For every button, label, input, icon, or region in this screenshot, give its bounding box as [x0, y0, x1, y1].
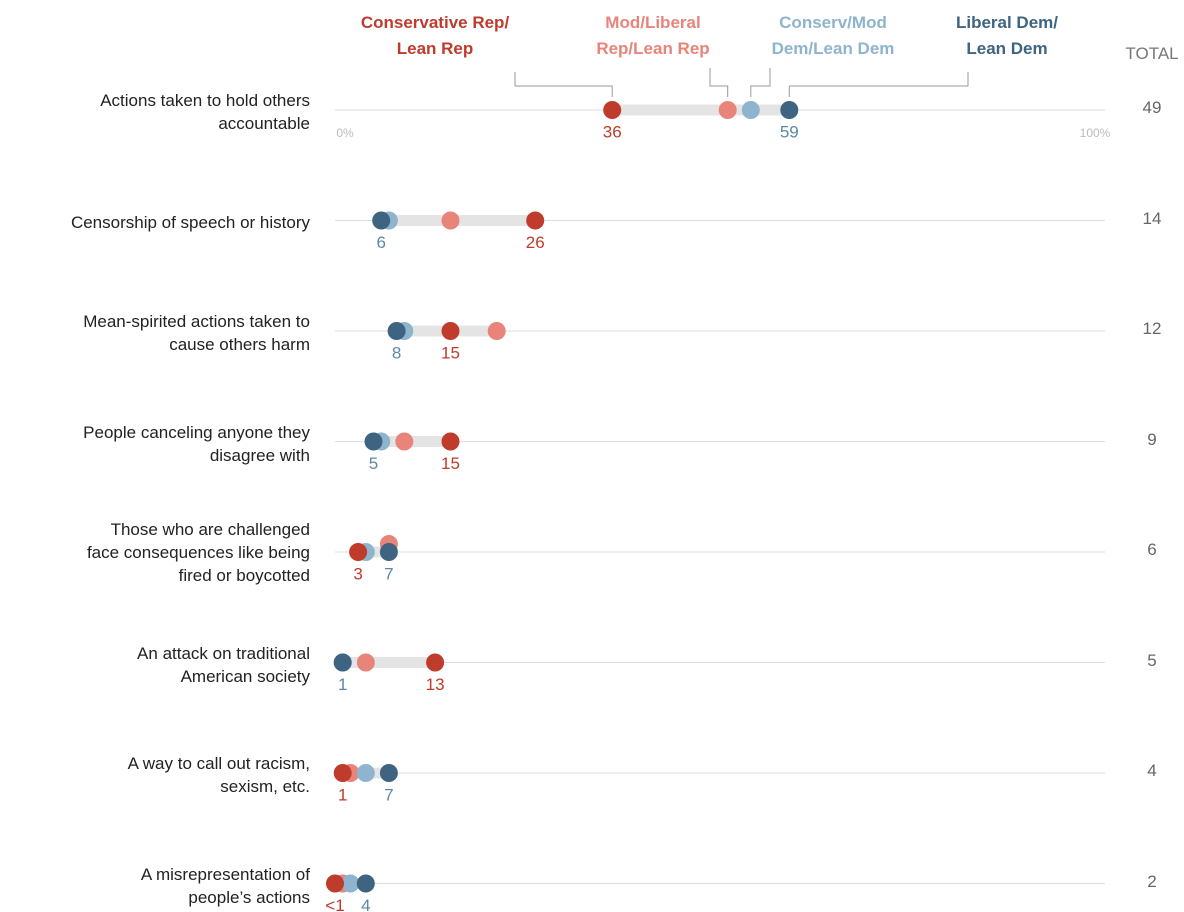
dot — [326, 874, 344, 893]
x-tick-label: 100% — [1080, 126, 1111, 140]
leader-line — [709, 68, 729, 97]
dot — [441, 211, 460, 230]
dot — [426, 653, 445, 672]
total-value: 49 — [1142, 98, 1162, 117]
value-label: 1 — [338, 785, 347, 804]
dot — [356, 874, 375, 893]
value-label: 59 — [780, 122, 799, 141]
total-value: 14 — [1142, 208, 1162, 228]
dot — [395, 432, 414, 451]
dot — [379, 543, 398, 561]
dot — [356, 764, 375, 782]
total-value: 6 — [1147, 540, 1157, 559]
value-label: 8 — [392, 343, 401, 362]
value-label: 15 — [441, 343, 460, 362]
total-header: TOTAL — [1125, 44, 1179, 63]
value-label: 7 — [384, 785, 393, 804]
category-label: Censorship of speech or history — [70, 213, 310, 232]
value-label: 13 — [426, 675, 445, 694]
dot — [341, 874, 360, 893]
dot — [349, 543, 368, 561]
dot — [372, 211, 391, 230]
dot — [741, 101, 760, 119]
value-label: 36 — [603, 122, 622, 141]
total-value: 12 — [1142, 319, 1162, 338]
category-label: Actions taken to hold others accountable — [100, 91, 310, 133]
legend-entry: Liberal Dem/ Lean Dem — [955, 13, 1059, 58]
value-label: 26 — [526, 233, 545, 252]
leader-line — [514, 72, 613, 97]
value-label: 5 — [369, 454, 378, 473]
leader-line — [750, 68, 771, 97]
dot — [379, 764, 398, 782]
dot — [487, 322, 506, 340]
dot — [333, 764, 352, 782]
dot — [780, 101, 799, 119]
dot — [603, 101, 622, 119]
value-label: <1 — [325, 896, 344, 912]
x-tick-label: 0% — [336, 126, 354, 140]
category-label: Those who are challenged face consequenc… — [86, 519, 310, 585]
dot — [441, 432, 460, 451]
value-label: 15 — [441, 454, 460, 473]
total-value: 2 — [1147, 871, 1157, 891]
leader-line — [788, 72, 969, 97]
legend-entry: Mod/Liberal Rep/Lean Rep — [596, 13, 710, 58]
value-label: 7 — [384, 564, 393, 583]
dot — [333, 653, 352, 672]
legend-entry: Conservative Rep/ Lean Rep — [360, 13, 510, 58]
dot — [718, 101, 737, 119]
category-label: People canceling anyone they disagree wi… — [83, 422, 310, 465]
total-value: 4 — [1147, 761, 1157, 780]
category-label: Mean-spirited actions taken to cause oth… — [83, 312, 310, 354]
value-label: 6 — [376, 233, 385, 252]
category-label: An attack on traditional American societ… — [137, 643, 310, 686]
value-label: 1 — [338, 675, 347, 694]
value-label: 4 — [361, 896, 370, 912]
total-value: 9 — [1147, 429, 1157, 449]
dot — [526, 211, 545, 230]
dot — [364, 432, 383, 451]
value-label: 3 — [353, 564, 362, 583]
dot — [441, 322, 460, 340]
dot — [387, 322, 406, 340]
total-value: 5 — [1147, 650, 1157, 670]
category-label: A misrepresentation of people’s actions — [140, 864, 310, 907]
dot — [356, 653, 375, 672]
legend-entry: Conserv/Mod Dem/Lean Dem — [771, 13, 895, 58]
category-label: A way to call out racism, sexism, etc. — [127, 754, 310, 796]
